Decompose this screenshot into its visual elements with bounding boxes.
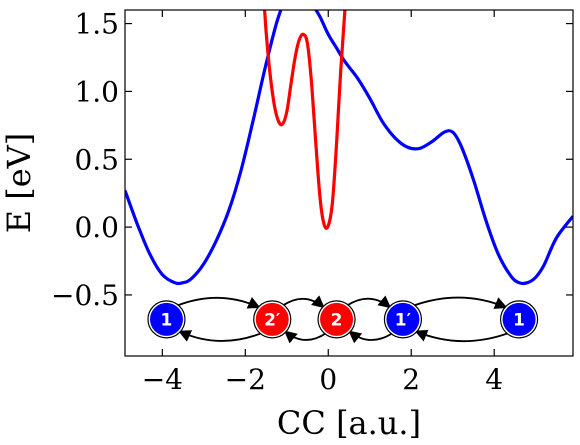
state-node-label: 1 [161,310,173,330]
series-line-0 [125,10,573,286]
transition-arrow-forward [346,295,392,309]
state-node-label: 1′ [395,310,412,330]
state-node-label: 2 [331,310,343,330]
transition-arrow-forward [176,296,261,309]
y-tick-label: 0.5 [74,143,119,176]
curves [125,10,573,286]
series-line-1 [262,10,347,230]
x-tick-label: −2 [225,363,266,396]
state-node [386,302,420,336]
x-axis-label: CC [a.u.] [277,404,421,442]
node-diagram: 1 2′ 2 1′ 1 [147,295,539,344]
state-node [320,302,354,336]
x-tick-label: 0 [319,363,337,396]
state-node [255,302,289,336]
x-tick-label: −4 [142,363,183,396]
state-node [149,302,183,336]
transition-arrow-backward [348,330,394,344]
transition-arrow-forward [281,295,325,309]
x-tick-label: 4 [485,363,503,396]
transition-arrow-backward [178,330,263,342]
transition-arrow-backward [284,330,327,344]
state-node-label: 1 [513,310,525,330]
x-tick-label: 2 [402,363,420,396]
state-node [502,302,536,336]
plot-frame [124,9,574,357]
y-axis-label: E [eV] [0,133,38,234]
state-node-label: 2′ [264,310,281,330]
y-tick-label: 0.0 [74,211,119,244]
y-tick-label: −0.5 [51,279,119,312]
transition-arrow-forward [412,296,508,309]
transition-arrow-backward [414,329,510,343]
y-tick-label: 1.5 [74,8,119,41]
y-tick-label: 1.0 [74,75,119,108]
ticks: −4 −2 0 2 4 −0.5 0.0 0.5 1.0 1.5 [51,8,573,396]
